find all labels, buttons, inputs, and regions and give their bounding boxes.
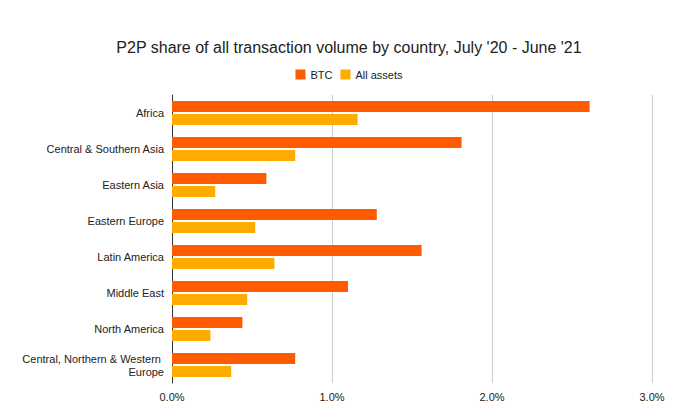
svg-text:North America: North America — [94, 323, 165, 335]
svg-text:0.0%: 0.0% — [159, 391, 184, 403]
svg-text:P2P share of all transaction v: P2P share of all transaction volume by c… — [116, 39, 581, 56]
svg-text:Eastern Europe: Eastern Europe — [88, 215, 164, 227]
svg-text:Central, Northern & Western: Central, Northern & Western — [22, 353, 164, 365]
svg-text:BTC: BTC — [310, 69, 332, 81]
svg-text:Latin America: Latin America — [97, 251, 165, 263]
svg-text:Eastern Asia: Eastern Asia — [102, 179, 165, 191]
svg-text:3.0%: 3.0% — [639, 391, 664, 403]
svg-text:All assets: All assets — [355, 69, 403, 81]
svg-text:Africa: Africa — [136, 107, 165, 119]
svg-text:2.0%: 2.0% — [479, 391, 504, 403]
svg-text:1.0%: 1.0% — [319, 391, 344, 403]
svg-text:Middle East: Middle East — [107, 287, 164, 299]
svg-text:Central & Southern Asia: Central & Southern Asia — [47, 143, 165, 155]
svg-text:Europe: Europe — [129, 366, 164, 378]
